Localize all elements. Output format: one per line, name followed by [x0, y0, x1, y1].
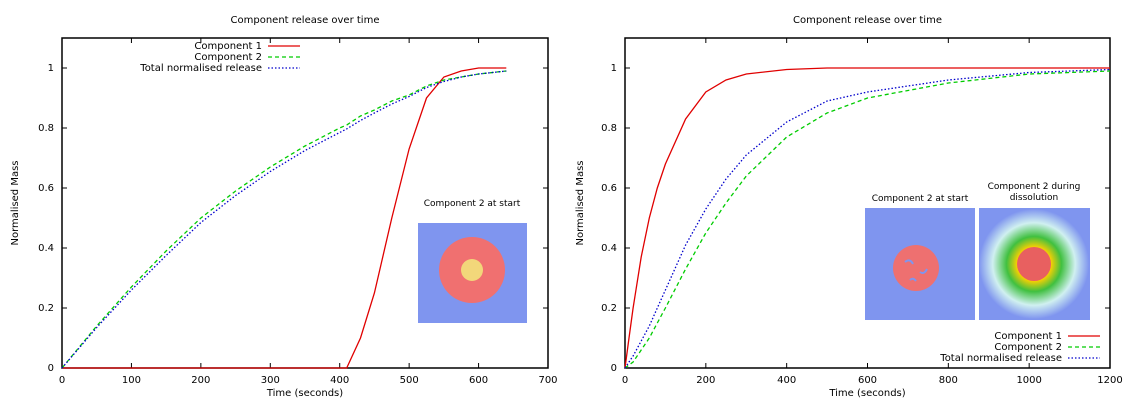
- annotation: Component 2 at start: [871, 194, 969, 204]
- data-line: [62, 67, 507, 369]
- annotation-box: Component 2 at start: [423, 199, 521, 209]
- x-tick-label: 0: [59, 375, 65, 386]
- x-tick-label: 300: [261, 375, 280, 386]
- x-tick-label: 100: [122, 375, 141, 386]
- x-tick-label: 1200: [1097, 375, 1122, 386]
- chart-title: Component release over time: [231, 15, 380, 26]
- y-tick-label: 0.4: [38, 243, 54, 254]
- x-axis-label: Time (seconds): [266, 388, 343, 399]
- y-tick-label: 0.8: [38, 123, 54, 134]
- x-tick-label: 200: [696, 375, 715, 386]
- x-tick-label: 800: [939, 375, 958, 386]
- x-tick-label: 600: [858, 375, 877, 386]
- chart-title: Component release over time: [793, 15, 942, 26]
- annotation: Component 2 during dissolution: [987, 182, 1081, 203]
- inset-image: [418, 223, 527, 323]
- legend-label: Component 2: [194, 52, 262, 63]
- x-tick-label: 200: [191, 375, 210, 386]
- annotation: Component 2 at start: [423, 199, 521, 209]
- x-tick-label: 500: [400, 375, 419, 386]
- y-axis-label: Normalised Mass: [575, 160, 586, 245]
- y-tick-label: 0: [48, 363, 54, 374]
- y-tick-label: 0.6: [38, 183, 54, 194]
- legend-label: Total normalised release: [939, 353, 1062, 364]
- x-tick-label: 0: [622, 375, 628, 386]
- plot-frame: [624, 37, 1111, 369]
- data-line: [61, 70, 507, 369]
- legend-label: Component 1: [194, 41, 262, 52]
- x-tick-label: 400: [777, 375, 796, 386]
- y-tick-label: 1: [48, 63, 54, 74]
- data-line: [624, 67, 1110, 369]
- annotation-box: Component 2 at start: [871, 194, 969, 204]
- inset-image: [865, 208, 975, 320]
- legend-label: Component 1: [994, 331, 1062, 342]
- y-tick-label: 1: [611, 63, 617, 74]
- x-tick-label: 400: [330, 375, 349, 386]
- y-tick-label: 0.2: [38, 303, 54, 314]
- legend-label: Total normalised release: [139, 63, 262, 74]
- y-tick-label: 0: [611, 363, 617, 374]
- y-tick-label: 0.2: [601, 303, 617, 314]
- data-line: [61, 70, 507, 369]
- data-line: [624, 70, 1111, 369]
- x-tick-label: 700: [538, 375, 557, 386]
- legend-label: Component 2: [994, 342, 1062, 353]
- y-tick-label: 0.8: [601, 123, 617, 134]
- annotation-box: Component 2 during dissolution: [987, 182, 1081, 203]
- x-tick-label: 1000: [1016, 375, 1041, 386]
- inset-image: [979, 208, 1090, 320]
- y-axis-label: Normalised Mass: [10, 160, 21, 245]
- y-tick-label: 0.6: [601, 183, 617, 194]
- x-tick-label: 600: [469, 375, 488, 386]
- y-tick-label: 0.4: [601, 243, 617, 254]
- data-line: [624, 68, 1111, 369]
- x-axis-label: Time (seconds): [828, 388, 905, 399]
